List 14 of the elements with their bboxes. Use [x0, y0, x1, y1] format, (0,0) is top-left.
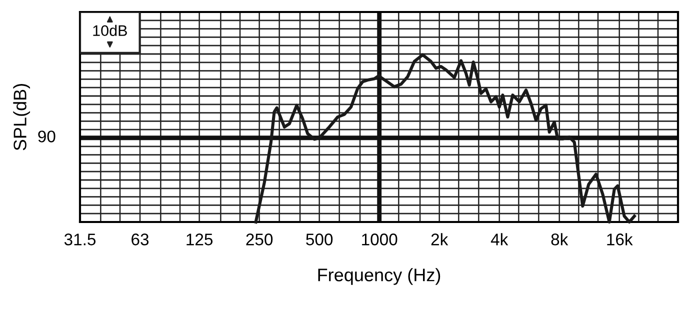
y-axis-title: SPL(dB): [13, 84, 30, 150]
x-tick-label: 31.5: [64, 234, 96, 246]
x-tick-label: 8k: [551, 233, 568, 246]
x-tick-label: 1000: [362, 234, 398, 246]
x-tick-label: 16k: [607, 233, 633, 246]
x-tick-label: 2k: [431, 233, 448, 246]
x-axis-title: Frequency (Hz): [318, 268, 440, 285]
text: 10dB: [93, 24, 127, 36]
x-tick-label: 125: [186, 234, 213, 246]
x-tick-label: 250: [246, 234, 273, 246]
x-tick-label: 63: [132, 234, 149, 246]
x-tick-label: 4k: [490, 233, 508, 246]
x-tick-label: 500: [306, 234, 333, 246]
text: 90: [38, 130, 56, 142]
